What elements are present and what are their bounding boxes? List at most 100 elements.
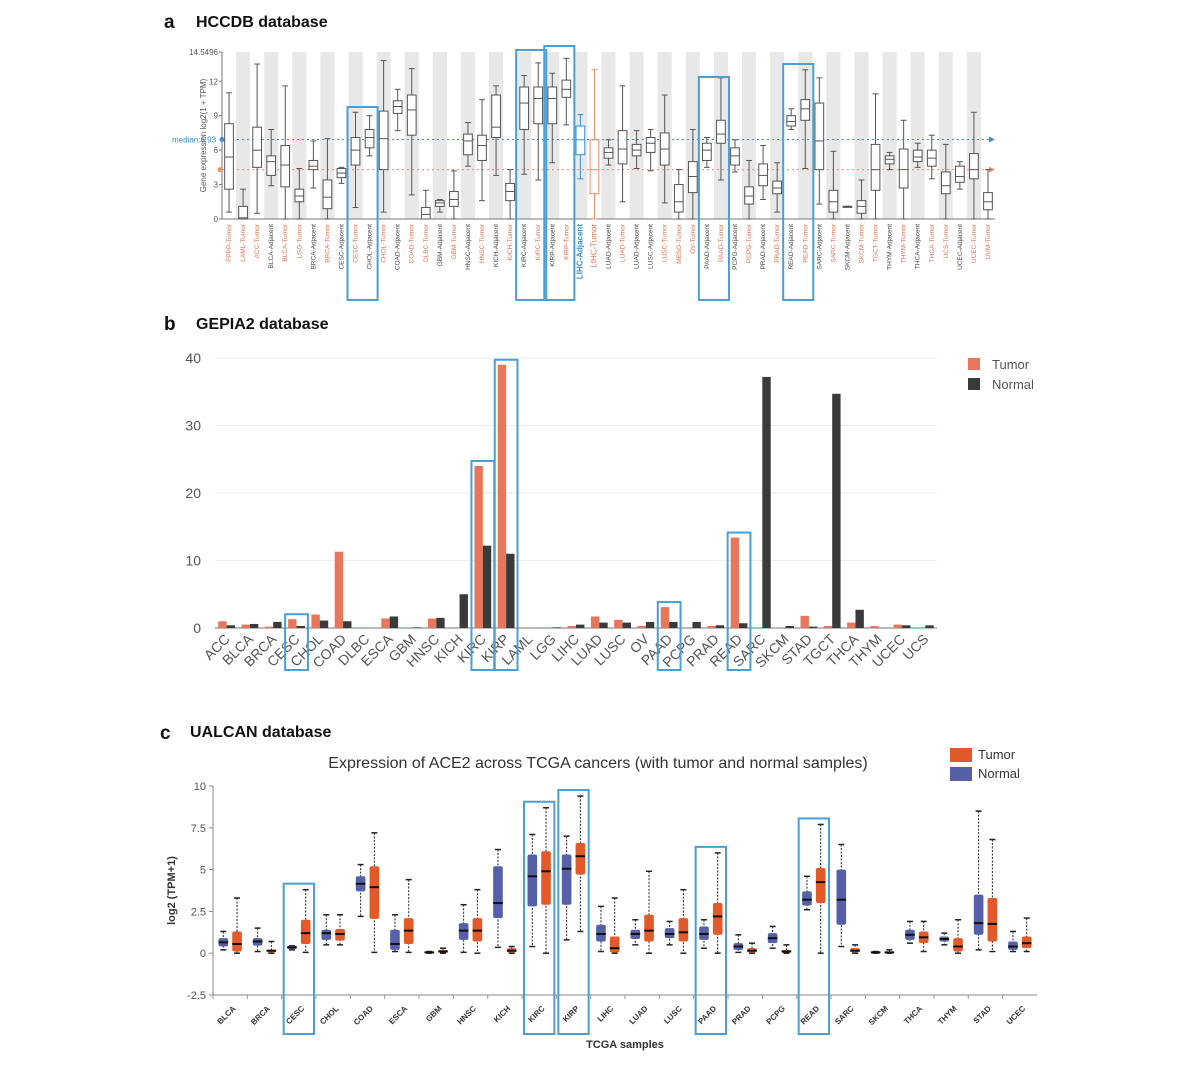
- ualcan-box-normal: [699, 919, 709, 949]
- hccdb-x-tick-label: SARC-Adjacent: [816, 224, 823, 270]
- hccdb-x-tick-label: HNSC-Tumor: [479, 223, 486, 263]
- hccdb-x-tick-label: LIHC-Adjacent: [575, 224, 584, 279]
- hccdb-iqr-box: [392, 100, 403, 114]
- gepia2-bar-tumor: [474, 466, 483, 628]
- gepia2-bar-normal: [412, 627, 422, 628]
- hccdb-iqr-box: [434, 200, 445, 207]
- ualcan-iqr-box: [390, 929, 400, 950]
- hccdb-x-tick-label: KIRC-Tumor: [535, 223, 542, 260]
- ualcan-box-tumor: [266, 940, 277, 954]
- hccdb-x-tick-label: PRAD-Adjacent: [760, 224, 767, 270]
- gepia2-bar-tumor: [311, 614, 320, 628]
- hccdb-iqr-box: [519, 86, 530, 130]
- gepia2-highlight-box: [726, 531, 752, 671]
- ualcan-x-tick-label: KIRP: [561, 1004, 581, 1024]
- ualcan-box-tumor: [712, 852, 723, 954]
- hccdb-x-tick-label: KIRC-Adjacent: [521, 224, 528, 267]
- gepia2-bar-tumor: [381, 618, 390, 628]
- ualcan-chart: Expression of ACE2 across TCGA cancers (…: [166, 747, 1037, 1051]
- hccdb-iqr-box: [758, 163, 768, 187]
- ualcan-x-tick-label: BLCA: [216, 1004, 238, 1026]
- gepia2-y-tick-label: 10: [185, 553, 201, 569]
- ualcan-box-tumor: [472, 888, 483, 954]
- gepia2-bar-tumor: [404, 627, 413, 628]
- ualcan-legend-swatch-tumor: [950, 748, 972, 762]
- ualcan-box-normal: [905, 920, 915, 944]
- gepia2-bar-tumor: [614, 619, 623, 628]
- ualcan-box-tumor: [678, 888, 689, 954]
- hccdb-iqr-box: [266, 155, 277, 176]
- hccdb-x-tick-label: THCA-Adjacent: [915, 224, 922, 269]
- ualcan-x-tick-label: SKCM: [867, 1004, 890, 1027]
- gepia2-bar-tumor: [707, 625, 716, 628]
- hccdb-iqr-box: [645, 137, 656, 153]
- hccdb-box: [547, 72, 558, 164]
- ualcan-y-tick-label: 7.5: [191, 823, 206, 835]
- gepia2-bar-tumor: [637, 625, 646, 628]
- hccdb-iqr-box: [280, 145, 291, 188]
- ualcan-box-normal: [355, 863, 366, 918]
- gepia2-bar-tumor: [800, 615, 809, 628]
- hccdb-y-tick-label: 3: [214, 181, 219, 190]
- gepia2-legend-label-normal: Normal: [992, 377, 1034, 392]
- ualcan-y-tick-label: 5: [200, 865, 206, 877]
- ualcan-box-tumor: [369, 832, 380, 954]
- hccdb-box: [449, 170, 459, 220]
- hccdb-box: [378, 60, 389, 213]
- hccdb-box: [308, 140, 319, 189]
- ualcan-box-normal: [767, 925, 778, 949]
- hccdb-iqr-box: [449, 190, 459, 207]
- gepia2-bar-normal: [832, 393, 841, 628]
- hccdb-box: [603, 139, 614, 166]
- ualcan-iqr-box: [836, 869, 847, 925]
- hccdb-iqr-box: [603, 147, 614, 159]
- ualcan-box-normal: [287, 944, 297, 951]
- gepia2-bar-normal: [669, 621, 678, 628]
- hccdb-x-tick-label: LGG-Tumor: [296, 223, 303, 258]
- hccdb-x-tick-label: UVM-Tumor: [985, 223, 992, 259]
- gepia2-bar-tumor: [893, 624, 903, 628]
- gepia2-bar-normal: [762, 376, 771, 628]
- hccdb-iqr-box: [898, 148, 909, 189]
- gepia2-y-tick-label: 20: [185, 485, 201, 501]
- hccdb-x-tick-label: DLBC-Tumor: [423, 223, 430, 262]
- gepia2-bar-tumor: [427, 618, 437, 628]
- hccdb-x-tick-label: HNSC-Adjacent: [465, 224, 472, 270]
- ualcan-y-tick-label: 10: [194, 781, 206, 793]
- hccdb-iqr-box: [322, 179, 333, 210]
- hccdb-x-tick-label: UCS-Tumor: [943, 223, 950, 258]
- hccdb-box: [519, 75, 530, 175]
- ualcan-box-tumor: [575, 795, 586, 933]
- gepia2-y-tick-label: 0: [193, 620, 201, 636]
- ualcan-box-normal: [218, 930, 229, 951]
- gepia2-y-tick-label: 30: [185, 418, 201, 434]
- hccdb-iqr-box: [940, 171, 951, 195]
- ualcan-box-tumor: [850, 944, 860, 954]
- hccdb-x-tick-label: PRAD-Tumor: [774, 223, 781, 263]
- hccdb-median-label-blue: median:6.93: [172, 135, 217, 144]
- gepia2-bar-normal: [226, 625, 236, 628]
- hccdb-x-tick-label: THYM-Tumor: [901, 223, 908, 263]
- ualcan-iqr-box: [987, 898, 998, 942]
- hccdb-x-tick-label: THYM-Adjacent: [887, 224, 894, 270]
- hccdb-box: [336, 166, 347, 184]
- ualcan-iqr-box: [232, 931, 242, 952]
- hccdb-x-tick-label: LUAD-Adjacent: [634, 224, 641, 269]
- ualcan-x-tick-label: HNSC: [456, 1004, 479, 1027]
- hccdb-box: [238, 188, 248, 220]
- hccdb-median-arrow-orange: [989, 166, 995, 173]
- ualcan-box-normal: [527, 833, 538, 948]
- hccdb-x-tick-label: LUAD-Tumor: [620, 223, 627, 262]
- hccdb-box: [772, 162, 783, 213]
- gepia2-legend-swatch-tumor: [968, 358, 980, 370]
- gepia2-bar-tumor: [777, 627, 786, 628]
- hccdb-box: [294, 167, 305, 220]
- hccdb-box: [575, 114, 586, 180]
- hccdb-x-tick-label: LAML-Tumor: [240, 223, 247, 262]
- hccdb-x-tick-label: FPPP-Tumor: [226, 223, 233, 262]
- hccdb-iqr-box: [224, 123, 234, 190]
- gepia2-bar-tumor: [590, 616, 600, 628]
- ualcan-x-tick-label: BRCA: [249, 1004, 272, 1027]
- hccdb-highlight-box: [697, 76, 730, 301]
